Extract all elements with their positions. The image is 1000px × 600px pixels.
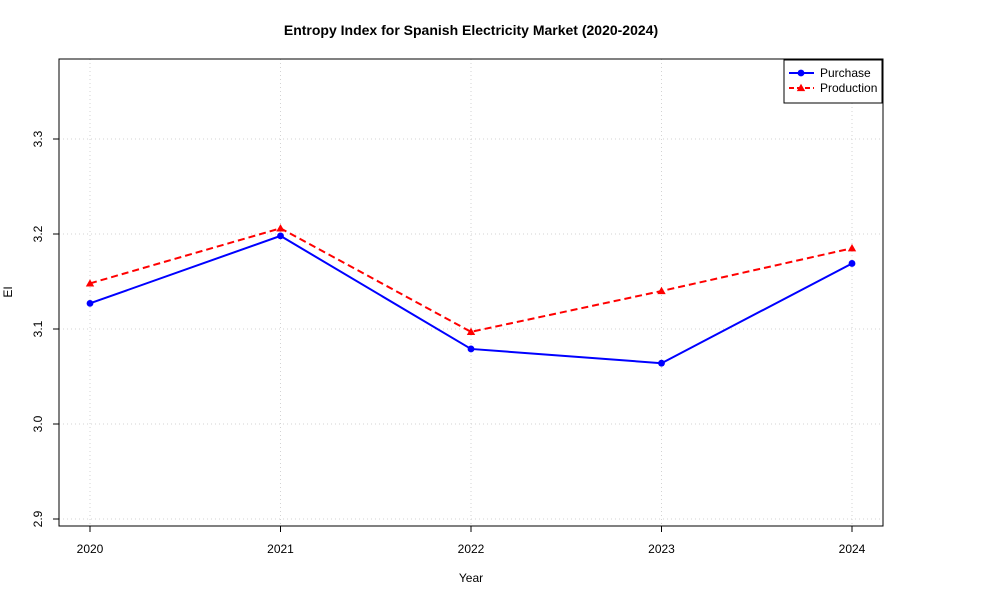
x-tick-label: 2020 xyxy=(77,542,104,556)
data-point-purchase xyxy=(467,345,475,353)
y-tick-label: 3.2 xyxy=(31,225,45,242)
grid xyxy=(59,59,883,526)
series-line-production xyxy=(89,227,853,333)
y-tick-label: 3.3 xyxy=(31,130,45,147)
y-tick-label: 3.1 xyxy=(31,320,45,337)
x-axis-label: Year xyxy=(459,571,483,585)
data-point-purchase xyxy=(848,260,856,267)
data-point-production xyxy=(276,224,285,232)
data-point-production xyxy=(657,286,666,295)
y-axis: 2.9 3.0 3.1 3.2 3.3 xyxy=(31,130,59,527)
data-point-production xyxy=(466,327,476,335)
series-production xyxy=(85,224,857,335)
series-purchase xyxy=(86,232,856,367)
x-tick-label: 2024 xyxy=(839,542,866,556)
legend-label-production: Production xyxy=(820,81,877,95)
data-point-production xyxy=(847,244,857,252)
legend-box xyxy=(783,59,883,104)
x-tick-label: 2022 xyxy=(458,542,485,556)
x-tick-label: 2021 xyxy=(267,542,294,556)
data-point-purchase xyxy=(658,359,665,367)
y-tick-label: 3.0 xyxy=(31,415,45,432)
data-point-production xyxy=(85,279,95,287)
x-axis: 2020 2021 2022 2023 2024 xyxy=(77,526,866,556)
legend-marker-production xyxy=(796,83,806,92)
chart-title: Entropy Index for Spanish Electricity Ma… xyxy=(284,22,658,38)
series xyxy=(85,224,857,367)
legend-marker-purchase xyxy=(797,69,805,77)
y-axis-label: EI xyxy=(1,286,15,297)
y-tick-label: 2.9 xyxy=(31,510,45,527)
x-tick-label: 2023 xyxy=(648,542,675,556)
legend-label-purchase: Purchase xyxy=(820,66,871,80)
data-point-purchase xyxy=(277,232,284,240)
data-point-purchase xyxy=(86,299,94,307)
